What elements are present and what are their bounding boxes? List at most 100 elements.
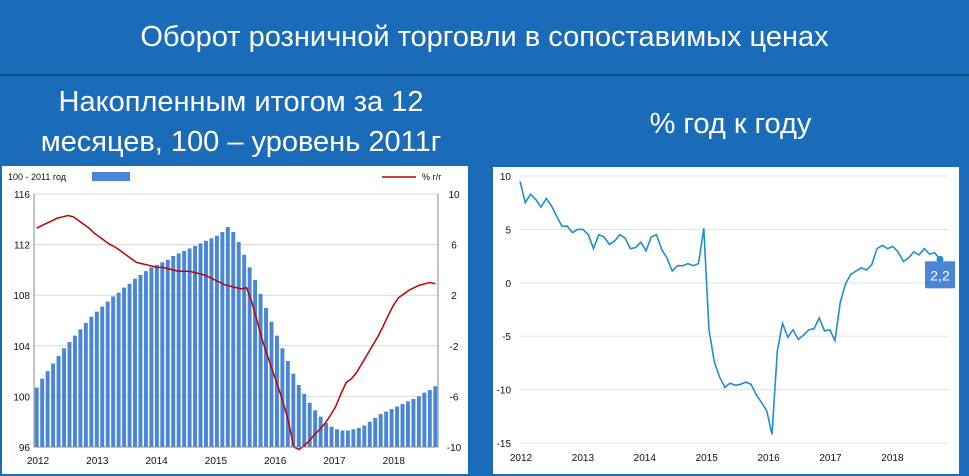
legend-bar-label: 100 - 2011 год bbox=[8, 172, 67, 182]
y-right-tick-label: -2 bbox=[450, 342, 459, 353]
bar bbox=[258, 293, 263, 447]
bar bbox=[105, 301, 110, 447]
x-tick-label: 2014 bbox=[634, 453, 657, 464]
main-title: Оборот розничной торговли в сопоставимых… bbox=[140, 20, 829, 53]
last-value-box bbox=[925, 261, 955, 289]
bar bbox=[225, 226, 230, 447]
x-tick-label: 2012 bbox=[510, 453, 533, 464]
bar bbox=[231, 231, 236, 447]
x-tick-label: 2014 bbox=[145, 456, 168, 467]
y-tick-label: 10 bbox=[500, 172, 512, 183]
x-tick-label: 2013 bbox=[86, 456, 109, 467]
bar bbox=[176, 253, 181, 447]
bar bbox=[34, 387, 39, 447]
y-right-tick-label: 10 bbox=[448, 190, 460, 201]
bar bbox=[182, 250, 187, 447]
bar bbox=[384, 411, 389, 447]
bar bbox=[187, 248, 192, 447]
bar bbox=[133, 278, 137, 447]
bar bbox=[247, 267, 252, 447]
bar bbox=[285, 360, 290, 447]
y-left-tick-label: 104 bbox=[13, 342, 30, 353]
bar bbox=[78, 329, 83, 447]
bar bbox=[160, 262, 165, 447]
bar bbox=[362, 425, 367, 447]
bar bbox=[433, 386, 438, 447]
bar bbox=[149, 267, 154, 447]
legend-line-label: % г/г bbox=[422, 172, 442, 182]
x-tick-label: 2015 bbox=[696, 453, 719, 464]
bar bbox=[94, 311, 99, 447]
bar bbox=[335, 429, 339, 447]
bar bbox=[138, 274, 143, 447]
bar bbox=[291, 373, 296, 447]
y-tick-label: -5 bbox=[502, 332, 511, 343]
bar bbox=[236, 242, 241, 447]
bar bbox=[373, 417, 378, 447]
bar bbox=[51, 363, 56, 447]
bar bbox=[340, 430, 345, 447]
left-subtitle-line2: месяцев, 100 – уровень 2011г bbox=[40, 126, 442, 158]
bar bbox=[324, 422, 329, 447]
bar bbox=[67, 342, 72, 447]
bar bbox=[62, 348, 66, 447]
bar bbox=[416, 396, 421, 447]
bar bbox=[111, 296, 116, 447]
bar bbox=[253, 280, 258, 447]
y-left-tick-label: 116 bbox=[14, 190, 30, 201]
y-right-tick-label: -6 bbox=[450, 392, 459, 403]
y-tick-label: 5 bbox=[505, 225, 511, 236]
x-tick-label: 2012 bbox=[27, 456, 50, 467]
bar bbox=[45, 371, 50, 447]
bar bbox=[302, 393, 307, 447]
x-tick-label: 2017 bbox=[819, 453, 842, 464]
last-value-label: 2,2 bbox=[930, 267, 950, 283]
bar bbox=[422, 392, 427, 447]
bar bbox=[269, 321, 274, 447]
bar bbox=[367, 421, 372, 447]
bar bbox=[329, 426, 334, 447]
bar bbox=[83, 323, 88, 447]
bar bbox=[378, 414, 383, 447]
left-chart: 100 - 2011 год % г/г 96 100 104 108 112 116 -10 -… bbox=[8, 172, 462, 467]
bar bbox=[406, 401, 410, 447]
y-tick-label: -10 bbox=[497, 386, 512, 397]
y-left-tick-label: 96 bbox=[19, 443, 31, 454]
bar bbox=[72, 335, 77, 447]
y-right-tick-label: -10 bbox=[447, 443, 462, 454]
series-line-yoy bbox=[519, 181, 941, 435]
bar bbox=[389, 409, 394, 447]
left-chart-panel: 100 - 2011 год % г/г 96 100 104 108 112 116 -10 -… bbox=[2, 166, 468, 474]
last-point bbox=[936, 255, 944, 263]
bar bbox=[40, 378, 45, 447]
bar bbox=[356, 428, 361, 447]
bar bbox=[395, 406, 400, 447]
bar bbox=[171, 255, 176, 447]
bar bbox=[280, 348, 285, 447]
y-tick-label: -15 bbox=[497, 439, 512, 450]
bar bbox=[165, 259, 170, 447]
y-right-tick-label: 6 bbox=[451, 241, 457, 252]
left-subtitle: Накопленным итогом за 12 месяцев, 100 – … bbox=[0, 82, 482, 162]
bar bbox=[242, 254, 247, 447]
bar bbox=[307, 402, 312, 447]
y-left-tick-label: 100 bbox=[13, 392, 30, 403]
y-left-tick-label: 112 bbox=[14, 241, 30, 252]
bar bbox=[427, 390, 432, 447]
bar bbox=[198, 243, 203, 447]
bar bbox=[274, 335, 279, 447]
bar bbox=[127, 283, 132, 447]
bar bbox=[351, 429, 356, 447]
bar bbox=[56, 355, 61, 447]
bar bbox=[100, 306, 105, 447]
right-chart-panel: 10 5 0 -5 -10 -15 2,2 2012 2013 2014 2015 2016 2017 2… bbox=[493, 167, 959, 474]
bar bbox=[209, 238, 214, 447]
bar bbox=[296, 385, 301, 447]
bar bbox=[214, 235, 219, 447]
series-line-yoy bbox=[36, 214, 436, 451]
bar bbox=[116, 292, 121, 447]
left-subtitle-line1: Накопленным итогом за 12 bbox=[58, 86, 424, 118]
bar bbox=[204, 240, 208, 447]
bar bbox=[345, 430, 350, 447]
bar bbox=[318, 416, 323, 447]
